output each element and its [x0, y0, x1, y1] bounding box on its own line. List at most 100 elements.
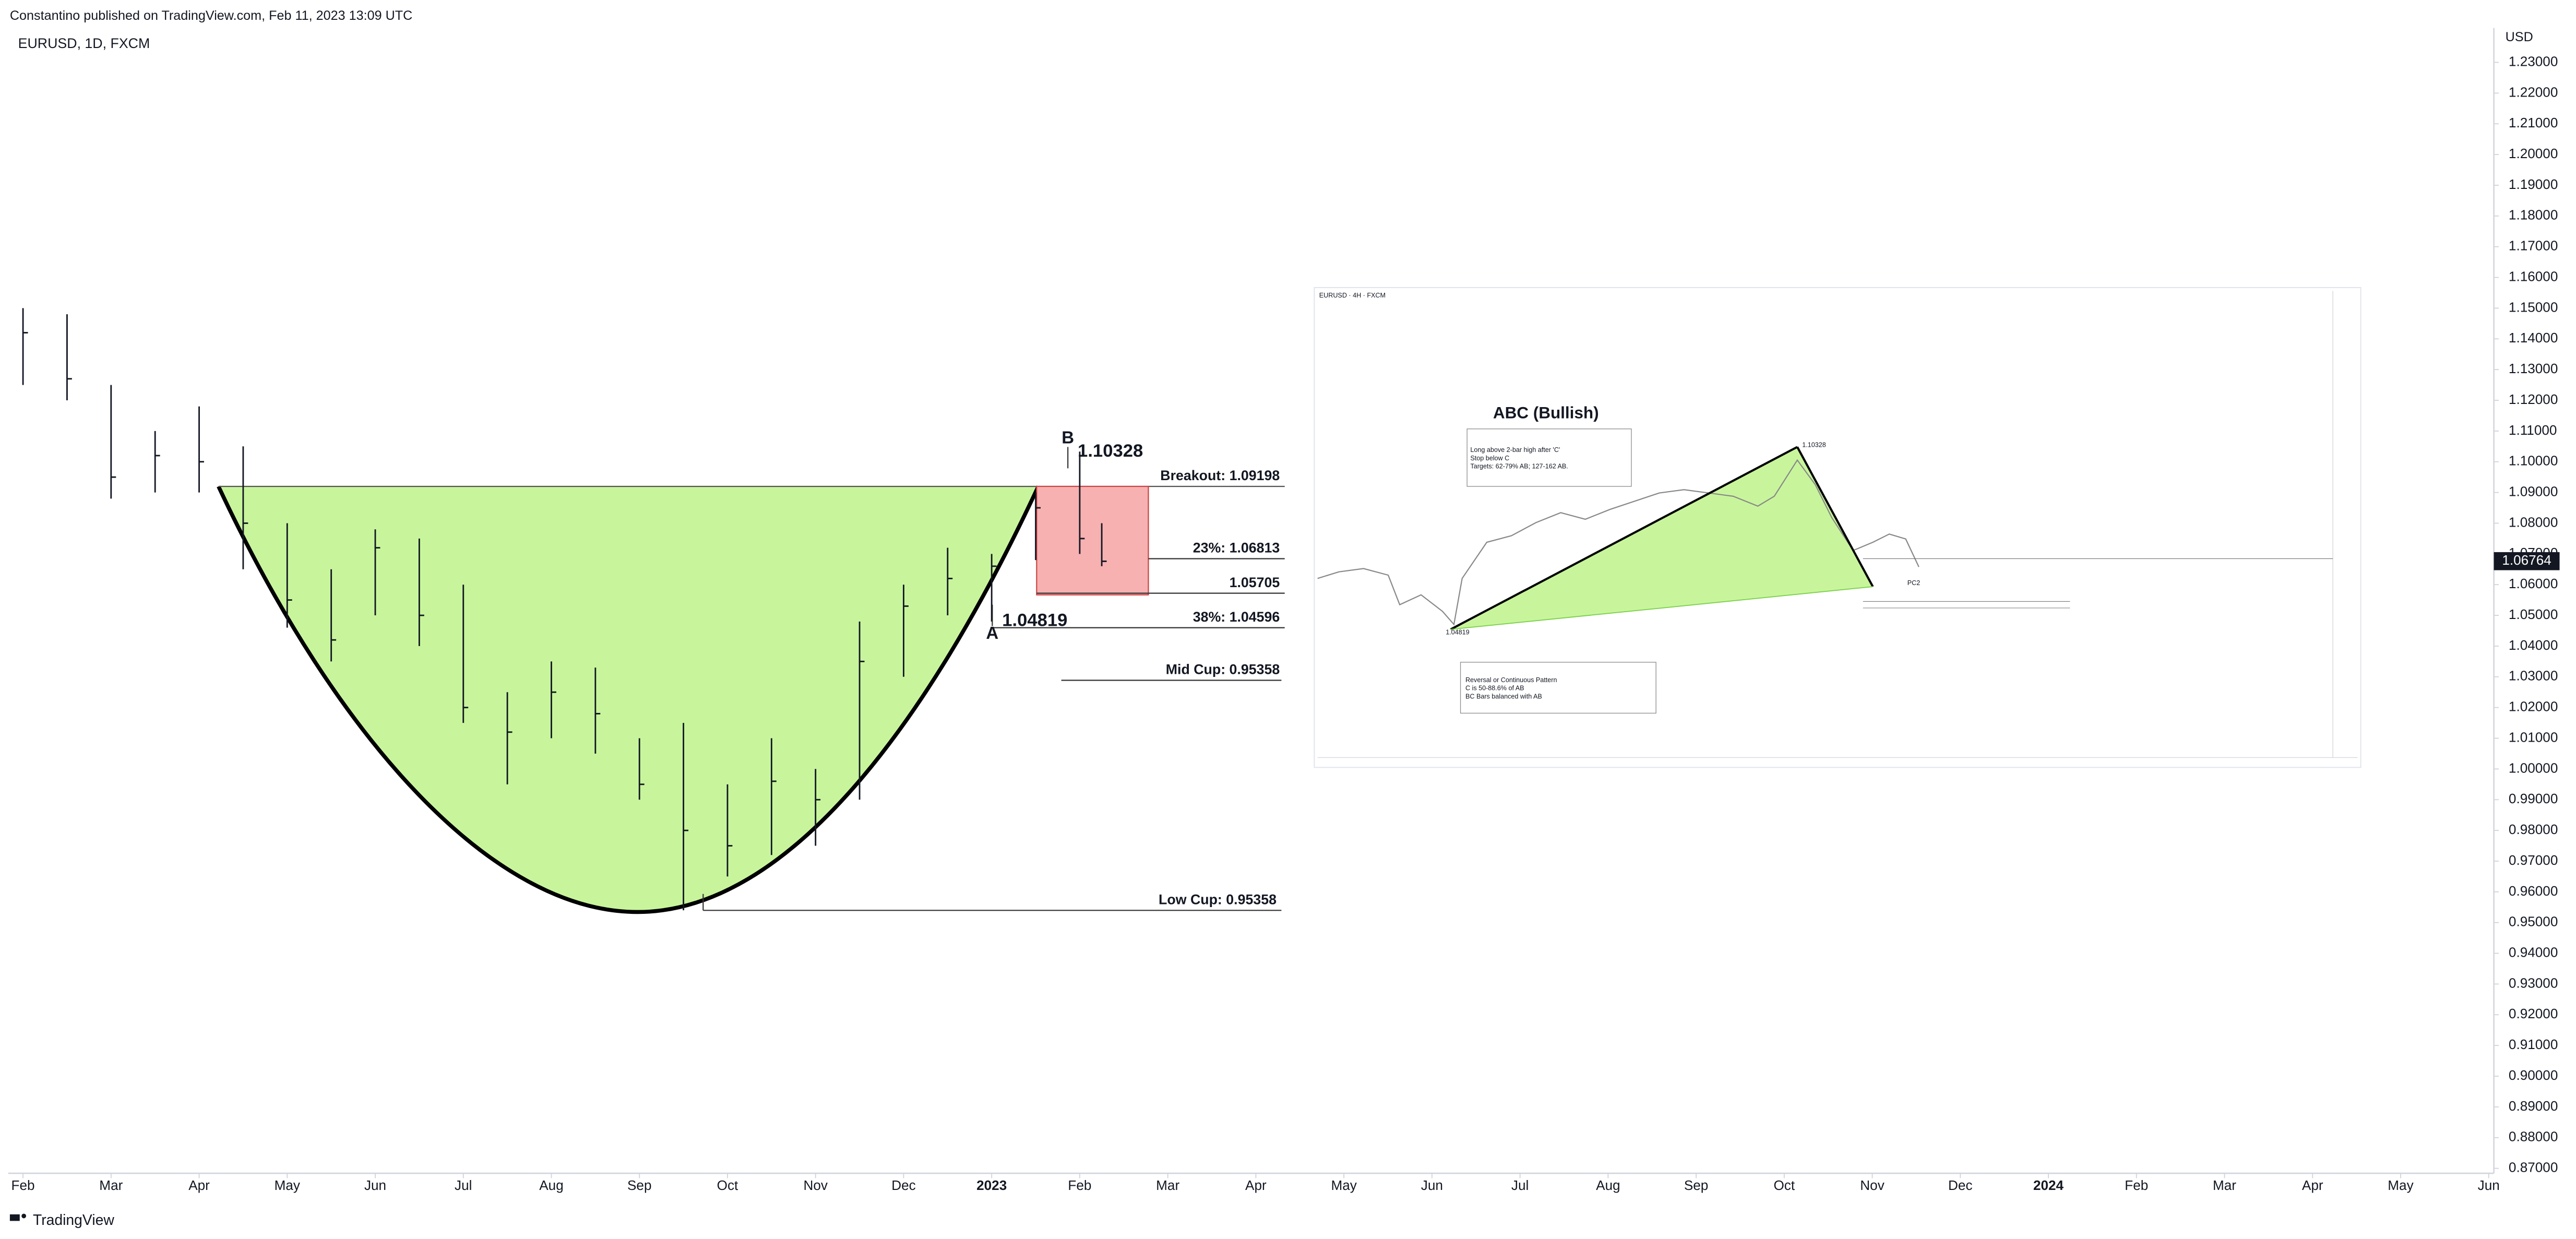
y-axis-label: USD: [2506, 30, 2533, 44]
price-bar: [815, 769, 821, 846]
x-tick-label: 2024: [2033, 1177, 2064, 1193]
inset-label: PC2: [1907, 579, 1920, 587]
x-tick-label: Feb: [2125, 1177, 2148, 1193]
logo: [9, 1214, 20, 1221]
pattern-overlay: Breakout: 1.09198 23%: 1.06813 1.05705 3…: [217, 428, 1285, 914]
x-tick-label: Mar: [1156, 1177, 1179, 1193]
y-tick-label: 1.18000: [2509, 207, 2558, 223]
x-tick-label: May: [2388, 1177, 2414, 1193]
x-tick-label: Sep: [1684, 1177, 1708, 1193]
y-tick-label: 1.10000: [2509, 453, 2558, 469]
brand: TradingView: [33, 1212, 114, 1229]
logo: [21, 1213, 27, 1219]
price-bar: [947, 547, 953, 616]
y-tick-label: 1.05000: [2509, 606, 2558, 622]
y-tick-label: 0.88000: [2509, 1129, 2558, 1145]
price-bar: [770, 738, 777, 855]
y-tick-label: 0.94000: [2509, 944, 2558, 960]
y-tick-label: 1.16000: [2509, 268, 2558, 284]
price-bar: [638, 738, 645, 800]
footer: TradingView: [9, 1212, 114, 1229]
inset-title: EURUSD · 4H · FXCM: [1319, 292, 1386, 299]
y-tick-label: 0.93000: [2509, 975, 2558, 991]
annotation: Low Cup: 0.95358: [1159, 891, 1277, 907]
price-bar: [242, 446, 248, 569]
pivot-price: 1.04819: [1002, 610, 1067, 630]
y-tick-label: 0.92000: [2509, 1006, 2558, 1021]
published-note: Constantino published on TradingView.com…: [10, 8, 412, 23]
price-bar: [154, 431, 160, 493]
price-bar: [418, 538, 424, 646]
annotation: 1.05705: [1230, 575, 1280, 590]
price-bar: [286, 523, 292, 628]
y-tick-label: 0.90000: [2509, 1067, 2558, 1083]
inset-note-box: [1460, 662, 1656, 714]
last-price-box: [2494, 552, 2560, 570]
inset-note: Reversal or Continuous Pattern: [1465, 676, 1557, 684]
y-tick-label: 1.20000: [2509, 146, 2558, 161]
inset-label: 1.04819: [1446, 629, 1469, 636]
price-bar: [1035, 492, 1041, 561]
price-bar: [858, 621, 865, 800]
price-bar: [551, 661, 556, 738]
x-tick-label: Apr: [2302, 1177, 2323, 1193]
annotation: Mid Cup: 0.95358: [1166, 662, 1280, 677]
x-tick-label: Mar: [2213, 1177, 2236, 1193]
y-tick-label: 0.97000: [2509, 852, 2558, 868]
x-tick-label: 2023: [976, 1177, 1007, 1193]
annotation: 23%: 1.06813: [1193, 540, 1280, 556]
pivot-label: B: [1062, 428, 1074, 447]
price-bar: [462, 585, 469, 723]
price-bar: [22, 308, 28, 385]
price-bar: [683, 723, 689, 911]
y-tick-label: 0.98000: [2509, 821, 2558, 837]
inset-leg: [1450, 586, 1873, 630]
x-tick-label: Nov: [803, 1177, 827, 1193]
pivot-price: 1.10328: [1078, 441, 1143, 461]
chart-title: EURUSD, 1D, FXCM: [18, 35, 150, 51]
inset-pattern: [1450, 447, 1873, 629]
inset-leg: [1450, 446, 1798, 630]
y-tick-label: 1.09000: [2509, 484, 2558, 499]
price-bar: [506, 692, 512, 784]
x-tick-label: Jun: [1421, 1177, 1443, 1193]
x-tick-label: Aug: [539, 1177, 563, 1193]
price-bar: [110, 385, 116, 499]
y-tick-label: 0.89000: [2509, 1098, 2558, 1114]
price-bar: [594, 668, 601, 754]
x-tick-label: Oct: [1773, 1177, 1795, 1193]
y-tick-label: 1.11000: [2509, 422, 2557, 438]
y-tick-label: 1.19000: [2509, 176, 2558, 192]
x-tick-label: May: [1331, 1177, 1357, 1193]
y-tick-label: 1.15000: [2509, 299, 2558, 315]
y-tick-label: 1.12000: [2509, 391, 2558, 407]
y-tick-label: 1.17000: [2509, 238, 2558, 254]
price-bar: [330, 569, 337, 662]
price-bar: [66, 314, 72, 401]
y-tick-label: 1.21000: [2509, 115, 2558, 130]
x-tick-label: Mar: [99, 1177, 123, 1193]
x-tick-label: Jun: [364, 1177, 386, 1193]
price-bar: [903, 585, 909, 677]
y-tick-label: 1.08000: [2509, 514, 2558, 530]
y-tick-label: 1.02000: [2509, 699, 2558, 714]
cup-curve: [217, 485, 1040, 914]
inset-leg: [1796, 446, 1874, 588]
y-tick-label: 1.22000: [2509, 84, 2558, 100]
x-tick-label: Jul: [455, 1177, 472, 1193]
inset-note: Stop below C: [1470, 455, 1509, 462]
inset-note: C is 50-88.6% of AB: [1465, 685, 1524, 692]
x-tick-label: Aug: [1596, 1177, 1620, 1193]
annotation: 38%: 1.04596: [1193, 609, 1280, 625]
inset-note: Long above 2-bar high after 'C': [1470, 446, 1560, 454]
x-tick-label: Jun: [2478, 1177, 2500, 1193]
y-tick-label: 1.04000: [2509, 637, 2558, 653]
x-tick-label: Dec: [891, 1177, 915, 1193]
pivot-label: A: [986, 624, 998, 643]
x-tick-label: Feb: [1068, 1177, 1091, 1193]
price-bar: [726, 784, 733, 877]
inset-note-box: [1466, 428, 1632, 487]
y-tick-label: 0.87000: [2509, 1160, 2558, 1175]
risk-box: [1036, 485, 1149, 595]
